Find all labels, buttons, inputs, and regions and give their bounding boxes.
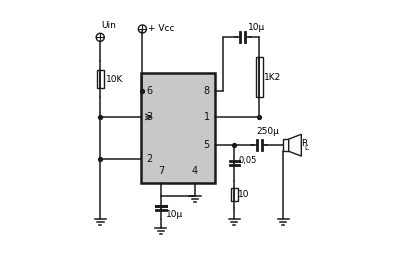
Bar — [97, 70, 104, 88]
Text: 3: 3 — [146, 112, 152, 122]
Text: 1K2: 1K2 — [264, 73, 281, 82]
Bar — [256, 57, 263, 97]
Text: Uin: Uin — [102, 21, 116, 30]
Bar — [283, 139, 289, 151]
Text: + Vcc: + Vcc — [148, 24, 174, 34]
Polygon shape — [289, 134, 301, 156]
Text: 5: 5 — [203, 140, 210, 150]
Text: 4: 4 — [192, 166, 198, 176]
Text: 10µ: 10µ — [166, 210, 184, 219]
Text: 2: 2 — [146, 154, 152, 164]
Text: 6: 6 — [146, 86, 152, 96]
Bar — [141, 73, 215, 183]
Text: 10: 10 — [238, 190, 250, 199]
Text: 10K: 10K — [106, 74, 124, 84]
Text: 1: 1 — [204, 112, 210, 122]
Bar — [230, 187, 238, 201]
Text: L: L — [304, 145, 308, 151]
Text: 0,05: 0,05 — [238, 156, 256, 165]
Text: R: R — [302, 139, 308, 148]
Text: 10µ: 10µ — [248, 23, 265, 32]
Text: 250µ: 250µ — [257, 126, 280, 136]
Text: 7: 7 — [158, 166, 164, 176]
Text: 8: 8 — [204, 86, 210, 96]
